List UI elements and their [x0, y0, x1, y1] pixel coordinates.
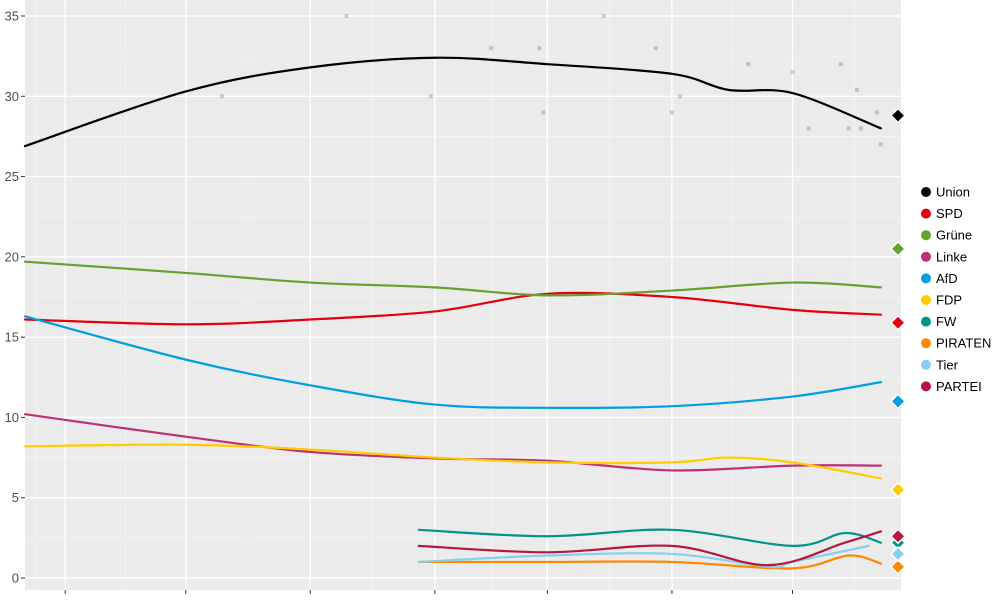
legend-item-union: Union — [921, 185, 970, 200]
poll-point — [806, 126, 811, 131]
poll-point — [746, 62, 751, 67]
legend-item-tier: Tier — [921, 357, 959, 372]
legend-key-icon — [921, 187, 931, 197]
latest-diamond-partei — [889, 528, 907, 545]
legend-label: AfD — [936, 271, 958, 286]
poll-point — [653, 46, 658, 51]
latest-diamond-fdp — [889, 481, 907, 498]
latest-diamond-tier — [889, 545, 907, 562]
poll-point — [344, 14, 349, 18]
latest-markers — [889, 107, 907, 575]
trend-line-fw — [417, 528, 883, 547]
legend-key-icon — [921, 295, 931, 305]
legend: Union SPD Grüne Linke AfD FDP FW PIRATEN Tier PAR… — [921, 185, 991, 394]
grid — [25, 0, 901, 590]
legend-item-spd: SPD — [921, 206, 963, 221]
legend-item-afd: AfD — [921, 271, 958, 286]
trend-line-fdp — [23, 443, 883, 480]
trend-line-piraten — [417, 554, 883, 570]
poll-point — [854, 87, 859, 92]
y-tick-label: 0 — [12, 571, 19, 586]
trend-line-grüne — [23, 260, 883, 297]
poll-point — [489, 46, 494, 51]
legend-label: PIRATEN — [936, 336, 991, 351]
y-tick-label: 20 — [5, 249, 19, 264]
y-tick-label: 10 — [5, 410, 19, 425]
legend-item-fw: FW — [921, 314, 957, 329]
legend-key-icon — [921, 273, 931, 284]
legend-item-grüne: Grüne — [921, 228, 972, 243]
poll-point — [601, 14, 606, 18]
latest-diamond-piraten — [889, 558, 907, 575]
legend-item-partei: PARTEI — [921, 379, 982, 394]
poll-point — [541, 110, 546, 115]
poll-points — [219, 14, 883, 147]
latest-diamond-grüne — [889, 240, 907, 257]
trend-line-afd — [23, 315, 883, 410]
legend-label: PARTEI — [936, 379, 982, 394]
legend-key-icon — [921, 251, 931, 262]
poll-point — [874, 110, 879, 115]
plot-background — [25, 0, 901, 590]
legend-key-icon — [921, 338, 931, 349]
legend-key-icon — [921, 230, 931, 241]
y-tick-label: 25 — [5, 169, 19, 184]
poll-point — [669, 110, 674, 115]
legend-label: SPD — [936, 206, 963, 221]
latest-diamond-spd — [889, 314, 907, 331]
y-tick-label: 15 — [5, 330, 19, 345]
legend-key-icon — [921, 316, 931, 327]
poll-point — [878, 142, 883, 147]
legend-item-fdp: FDP — [921, 293, 962, 308]
legend-key-icon — [921, 359, 931, 370]
legend-label: Tier — [936, 357, 959, 372]
poll-point — [838, 62, 843, 67]
trend-line-spd — [23, 291, 883, 326]
legend-item-linke: Linke — [921, 249, 967, 264]
poll-point — [846, 126, 851, 131]
legend-key-icon — [921, 208, 931, 219]
poll-point — [537, 46, 542, 51]
latest-diamond-union — [889, 107, 907, 124]
legend-label: Union — [936, 185, 970, 200]
legend-label: Linke — [936, 249, 967, 264]
y-tick-label: 35 — [5, 9, 19, 24]
poll-point — [790, 70, 795, 75]
legend-label: Grüne — [936, 228, 972, 243]
poll-point — [677, 94, 682, 99]
poll-point — [428, 94, 433, 99]
legend-label: FDP — [936, 293, 962, 308]
legend-label: FW — [936, 314, 957, 329]
poll-point — [219, 94, 224, 99]
y-tick-label: 5 — [12, 490, 19, 505]
trend-line-union — [23, 56, 883, 148]
legend-key-icon — [921, 381, 931, 392]
legend-item-piraten: PIRATEN — [921, 336, 991, 351]
y-tick-label: 30 — [5, 89, 19, 104]
latest-diamond-afd — [889, 393, 907, 410]
trend-lines — [23, 56, 883, 570]
trend-line-partei — [417, 530, 883, 567]
poll-point — [858, 126, 863, 131]
